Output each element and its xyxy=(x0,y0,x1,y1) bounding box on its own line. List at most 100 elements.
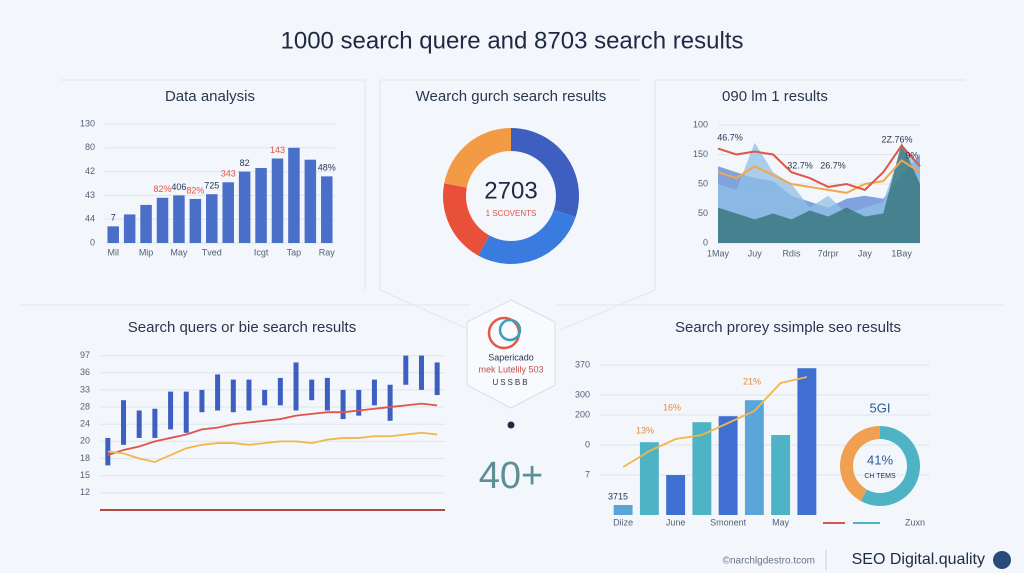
chart-title: Search prorey ssimple seo results xyxy=(675,319,901,336)
page-title: 1000 search quere and 8703 search result… xyxy=(281,27,744,54)
badge-line: Sapericado xyxy=(488,352,534,362)
range-bar xyxy=(324,377,330,411)
badge-line: USSBB xyxy=(492,378,529,387)
annotation: 16% xyxy=(663,402,681,412)
bar xyxy=(206,194,218,243)
line xyxy=(717,144,921,192)
bar xyxy=(692,422,712,515)
y-tick-label: 12 xyxy=(80,487,90,497)
bar xyxy=(140,204,152,243)
y-tick-label: 20 xyxy=(80,436,90,446)
range-bar xyxy=(199,389,205,413)
annotation: 3715 xyxy=(608,491,628,501)
y-tick-label: 200 xyxy=(575,409,590,419)
range-bar xyxy=(418,355,424,390)
area xyxy=(718,142,920,243)
y-tick-label: 130 xyxy=(80,118,95,128)
annotation: 9% xyxy=(905,150,918,160)
annotation: 406 xyxy=(171,182,186,192)
range-bar xyxy=(121,400,127,445)
x-tick-label: Mil xyxy=(107,247,119,257)
inset-value: 41% xyxy=(867,452,893,467)
donut-center-value: 2703 xyxy=(484,177,537,204)
range-bar xyxy=(356,389,362,416)
inset-label: CH TEMS xyxy=(864,473,896,480)
x-tick-label: Juy xyxy=(748,248,763,258)
y-tick-label: 0 xyxy=(585,439,590,449)
badge-icon xyxy=(498,318,522,342)
bar xyxy=(771,435,791,515)
bar xyxy=(744,400,764,515)
x-tick-label: Icgt xyxy=(254,247,269,257)
annotation: 2Z.76% xyxy=(881,134,912,144)
bar xyxy=(288,147,300,243)
x-tick-label: May xyxy=(170,247,188,257)
bar xyxy=(321,176,333,243)
range-bar xyxy=(387,384,393,421)
x-tick-label: June xyxy=(666,517,686,527)
y-tick-label: 28 xyxy=(80,401,90,411)
x-tick-label: 1May xyxy=(707,248,730,258)
line xyxy=(107,402,438,456)
range-bar xyxy=(371,379,377,406)
range-bar xyxy=(246,379,252,411)
donut-center-label: 1 SCOVENTS xyxy=(486,209,537,218)
y-tick-label: 36 xyxy=(80,367,90,377)
donut-slice xyxy=(478,209,576,264)
y-tick-label: 97 xyxy=(80,350,90,360)
bar xyxy=(304,159,317,243)
y-tick-label: 43 xyxy=(85,190,95,200)
bar xyxy=(797,368,817,515)
y-tick-label: 50 xyxy=(698,208,708,218)
x-tick-label: 1Bay xyxy=(891,248,912,258)
range-bar xyxy=(183,391,189,433)
chart-title: Search quers or bie search results xyxy=(128,319,356,336)
footer-brand: SEO Digital.quality xyxy=(852,551,985,568)
range-bar xyxy=(168,391,174,430)
x-tick-label: Jay xyxy=(858,248,873,258)
bar xyxy=(238,171,251,243)
bar xyxy=(718,416,738,515)
annotation: 343 xyxy=(221,169,236,179)
chart-title: 090 lm 1 results xyxy=(722,88,828,105)
x-tick-label: Mip xyxy=(139,247,154,257)
donut-slice xyxy=(444,128,511,188)
annotation: 82% xyxy=(153,184,171,194)
range-bar xyxy=(277,377,283,406)
bar xyxy=(222,182,234,243)
bar xyxy=(639,442,659,515)
range-bar xyxy=(230,379,236,413)
x-tick-label: Diize xyxy=(613,517,633,527)
bar xyxy=(666,475,686,515)
y-tick-label: 50 xyxy=(698,178,708,188)
annotation: 7 xyxy=(111,213,116,223)
annotation: 21% xyxy=(743,376,761,386)
annotation: 13% xyxy=(636,425,654,435)
range-bar xyxy=(340,389,346,420)
bar xyxy=(156,197,169,243)
chart-title: Wearch gurch search results xyxy=(416,88,607,105)
y-tick-label: 33 xyxy=(80,384,90,394)
y-tick-label: 0 xyxy=(703,237,708,247)
annotation: 32.7% xyxy=(787,160,813,170)
range-bar xyxy=(293,362,299,411)
range-bar xyxy=(136,410,142,438)
bar xyxy=(107,226,119,243)
big-number: 40+ xyxy=(479,455,543,497)
bar xyxy=(189,198,202,243)
y-tick-label: 18 xyxy=(80,453,90,463)
annotation: 48% xyxy=(318,163,336,173)
annotation: 26.7% xyxy=(820,160,846,170)
range-bar xyxy=(434,362,440,396)
donut-slice xyxy=(443,183,490,256)
x-tick-label: 7drpr xyxy=(818,248,839,258)
legend-label: Zuxn xyxy=(905,517,925,527)
x-tick-label: Ray xyxy=(319,247,336,257)
bar xyxy=(173,195,185,243)
range-bar xyxy=(152,408,158,438)
badge: Sapericado mek Lutelily 503 USSBB xyxy=(466,299,556,409)
range-bar xyxy=(215,374,221,411)
y-tick-label: 150 xyxy=(693,149,708,159)
range-bar xyxy=(403,355,409,385)
